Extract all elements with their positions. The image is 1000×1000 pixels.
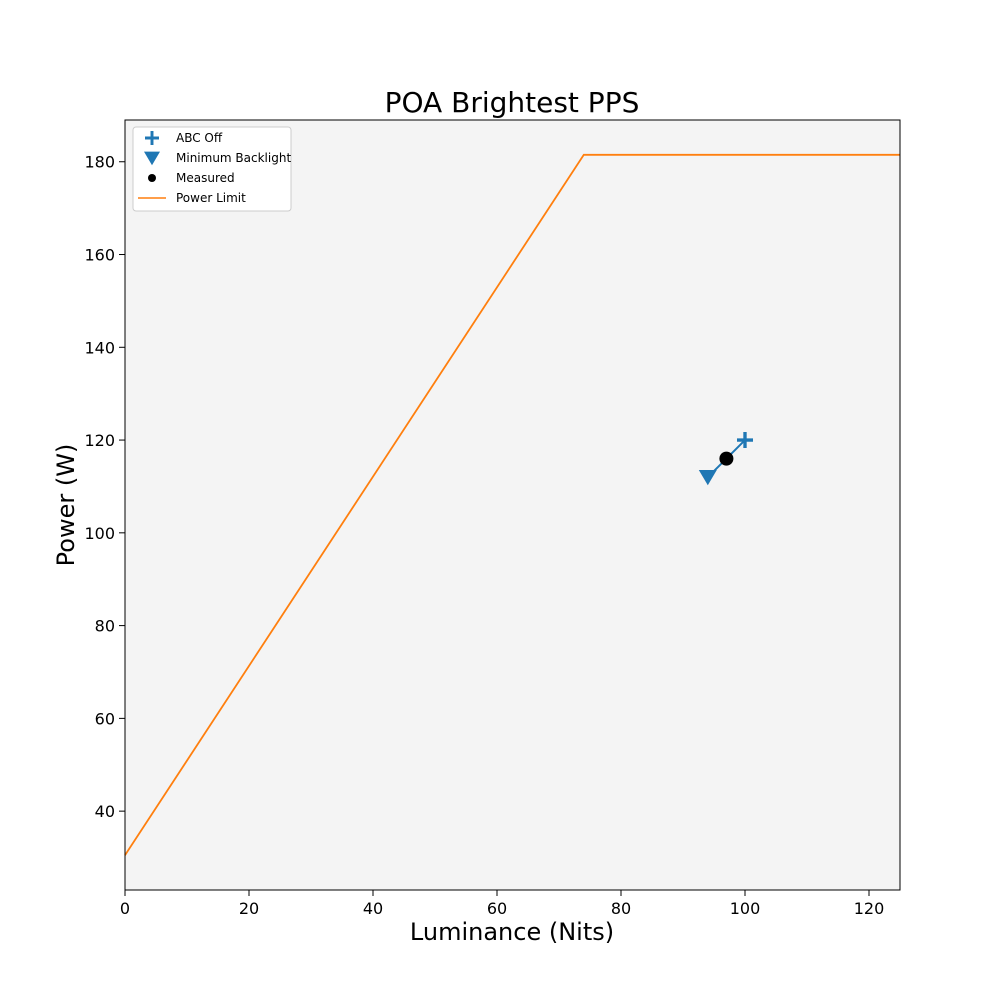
legend-item: ABC Off (145, 131, 223, 145)
y-tick-label: 40 (95, 802, 115, 821)
x-tick-label: 40 (363, 899, 383, 918)
y-tick-label: 100 (84, 524, 115, 543)
y-tick-label: 180 (84, 153, 115, 172)
y-tick-label: 60 (95, 709, 115, 728)
legend-item: Minimum Backlight (144, 151, 291, 166)
y-axis-label: Power (W) (52, 444, 80, 567)
x-axis-label: Luminance (Nits) (410, 918, 614, 946)
x-tick-label: 0 (120, 899, 130, 918)
legend: ABC Off Minimum Backlight Measured Power Li… (132, 126, 292, 212)
y-tick-label: 160 (84, 246, 115, 265)
chart-marks (124, 153, 900, 856)
legend-label: Power Limit (176, 191, 246, 205)
y-tick-label: 80 (95, 617, 115, 636)
power-limit-line (124, 153, 900, 856)
legend-key-triangle-down (144, 151, 160, 166)
legend-item: Power Limit (138, 191, 246, 205)
legend-item: Measured (148, 171, 235, 185)
abc-off-point (737, 432, 753, 449)
minimum-backlight-point (698, 469, 717, 486)
x-axis-ticks: 0 20 40 60 80 100 120 (120, 890, 884, 918)
x-tick-label: 80 (611, 899, 631, 918)
legend-key-plus (145, 131, 159, 145)
x-tick-label: 60 (487, 899, 507, 918)
plot-area (125, 120, 900, 890)
legend-box (132, 126, 292, 212)
plot-frame (124, 119, 901, 891)
legend-label: Measured (176, 171, 235, 185)
x-tick-label: 20 (239, 899, 259, 918)
measured-point (719, 451, 734, 466)
y-tick-label: 140 (84, 338, 115, 357)
legend-label: ABC Off (176, 131, 223, 145)
x-tick-label: 120 (854, 899, 885, 918)
x-tick-label: 100 (730, 899, 761, 918)
legend-label: Minimum Backlight (176, 151, 291, 165)
chart-title: POA Brightest PPS (385, 86, 640, 119)
y-axis-ticks: 40 60 80 100 120 140 160 180 (84, 153, 125, 821)
legend-key-circle (148, 174, 156, 182)
y-tick-label: 120 (84, 431, 115, 450)
